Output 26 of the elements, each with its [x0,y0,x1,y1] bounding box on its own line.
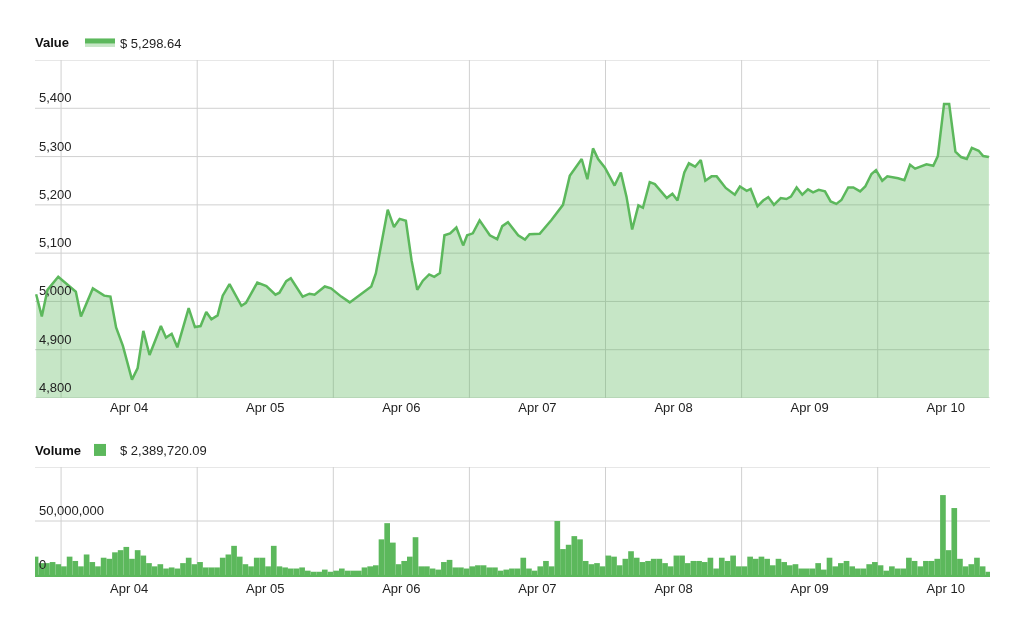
x-tick-label: Apr 04 [109,580,149,596]
x-tick-label: Apr 05 [246,400,285,415]
y-tick-label: 5,200 [39,187,72,202]
x-tick-label: Apr 10 [926,580,965,596]
chart-title: Volume [35,443,81,458]
x-tick-label: Apr 07 [518,400,557,415]
legend-label: $ 5,298.64 [120,36,182,52]
x-tick-label: Apr 06 [382,400,421,415]
y-tick-label: 5,100 [39,235,72,250]
y-tick-label: 5,400 [39,90,72,105]
y-tick-label: 4,800 [39,380,72,395]
x-tick-label: Apr 09 [790,400,829,415]
y-tick-label: 50,000,000 [39,503,105,518]
y-tick-label: 4,900 [39,332,72,347]
x-tick-label: Apr 10 [926,400,965,415]
chart-title: Value [35,35,69,50]
x-tick-label: Apr 05 [246,580,285,596]
x-tick-label: Apr 09 [790,580,829,596]
x-tick-label: Apr 07 [518,580,557,596]
x-tick-label: Apr 04 [109,400,149,415]
legend-label: $ 2,389,720.09 [120,443,207,459]
x-tick-label: Apr 06 [382,580,421,596]
y-tick-label: 5,000 [39,283,72,298]
x-tick-label: Apr 08 [654,400,693,415]
x-tick-label: Apr 08 [654,580,693,596]
y-tick-label: 5,300 [39,139,72,154]
